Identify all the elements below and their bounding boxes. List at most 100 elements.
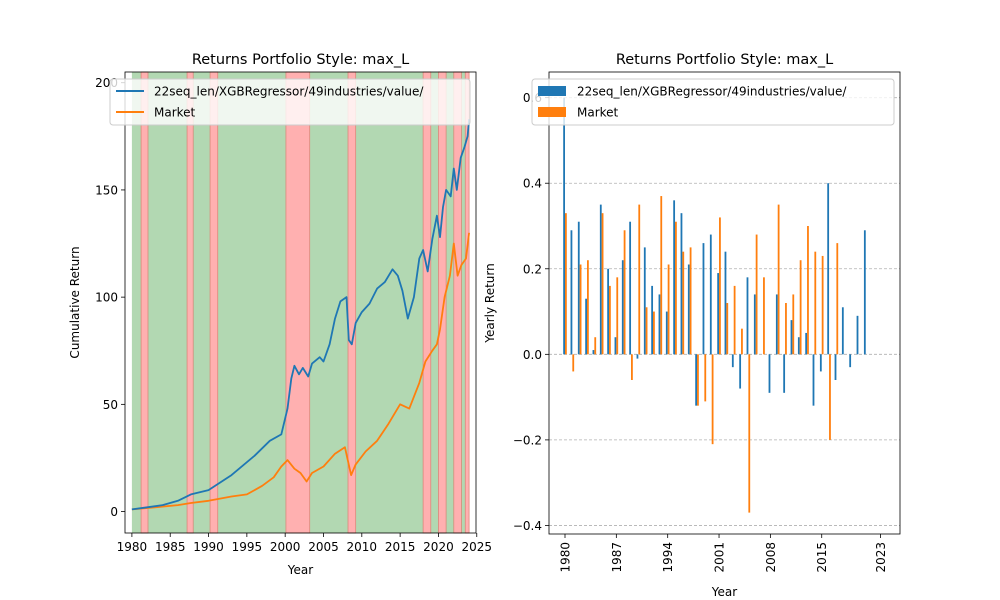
strategy-bar bbox=[592, 350, 595, 355]
strategy-bar bbox=[863, 230, 866, 355]
market-bar bbox=[741, 328, 743, 355]
market-bar bbox=[601, 213, 604, 355]
y-tick-label: −0.4 bbox=[513, 519, 542, 533]
market-bar bbox=[675, 221, 677, 355]
cumulative-return-chart: 1980 1985 1990 1995 2000 2005 2010 2015 2020 2025… bbox=[68, 52, 492, 577]
market-bar bbox=[711, 354, 714, 445]
legend-frame bbox=[109, 78, 471, 126]
legend-frame bbox=[531, 78, 895, 126]
x-tick-label: 1985 bbox=[155, 540, 186, 554]
market-bar bbox=[697, 354, 699, 406]
market-bar bbox=[565, 213, 567, 355]
market-bar bbox=[814, 251, 817, 355]
market-bar bbox=[755, 234, 758, 355]
market-bar bbox=[726, 303, 729, 355]
x-tick-label: 1990 bbox=[193, 540, 224, 554]
market-bar bbox=[609, 285, 611, 355]
strategy-bar bbox=[731, 354, 734, 368]
plot-frame bbox=[124, 71, 477, 534]
strategy-bar bbox=[812, 354, 815, 406]
market-bar bbox=[660, 196, 663, 355]
strategy-bar bbox=[834, 354, 837, 380]
x-tick-label: 2010 bbox=[347, 540, 378, 554]
strategy-bar bbox=[783, 354, 786, 393]
x-tick-label: 1980 bbox=[117, 540, 148, 554]
legend: 22seq_len/XGBRegressor/49industries/valu… bbox=[109, 78, 471, 126]
market-bar bbox=[689, 247, 692, 355]
market-bar bbox=[682, 251, 685, 355]
market-bar bbox=[572, 354, 575, 372]
strategy-bar bbox=[709, 234, 712, 355]
chart-title: Returns Portfolio Style: max_L bbox=[192, 52, 409, 68]
market-bar bbox=[733, 285, 736, 355]
strategy-bar bbox=[775, 294, 778, 355]
x-axis-label: Year bbox=[711, 585, 737, 599]
x-axis-ticks: 1980 1985 1990 1995 2000 2005 2010 2015 2020 2025 bbox=[117, 533, 492, 554]
market-bar bbox=[807, 226, 809, 355]
market-bar bbox=[799, 260, 802, 355]
x-tick-label: 1994 bbox=[661, 542, 675, 573]
strategy-bar bbox=[585, 298, 588, 355]
y-tick-label: 0.4 bbox=[523, 177, 542, 191]
market-bar bbox=[645, 307, 648, 355]
x-axis-label: Year bbox=[287, 563, 313, 577]
market-bar bbox=[623, 230, 626, 355]
legend-label-market: Market bbox=[577, 106, 619, 120]
market-bar bbox=[777, 204, 780, 355]
market-bar bbox=[594, 337, 597, 355]
market-bar bbox=[704, 354, 707, 402]
bear-regime-band-1 bbox=[186, 71, 194, 534]
y-tick-label: −0.2 bbox=[513, 433, 542, 447]
x-tick-label: 2023 bbox=[874, 542, 888, 573]
bar-series-group bbox=[563, 97, 883, 513]
market-bar bbox=[638, 204, 641, 355]
strategy-bar bbox=[577, 221, 580, 355]
strategy-bar bbox=[643, 247, 646, 355]
plot-frame bbox=[548, 71, 901, 535]
strategy-bar bbox=[724, 251, 727, 355]
strategy-bar bbox=[673, 200, 676, 355]
strategy-bar bbox=[599, 204, 602, 355]
legend-label-strategy: 22seq_len/XGBRegressor/49industries/valu… bbox=[577, 85, 847, 99]
strategy-bar bbox=[790, 320, 793, 355]
x-tick-label: 1987 bbox=[610, 542, 624, 573]
x-tick-label: 2015 bbox=[815, 542, 829, 573]
legend: 22seq_len/XGBRegressor/49industries/valu… bbox=[531, 78, 895, 126]
strategy-bar bbox=[665, 311, 668, 355]
legend-label-market: Market bbox=[154, 106, 196, 120]
market-bar bbox=[836, 243, 839, 355]
market-bar bbox=[763, 277, 765, 355]
strategy-bar bbox=[651, 285, 654, 355]
strategy-bar bbox=[680, 213, 683, 355]
market-bar bbox=[829, 354, 831, 440]
x-tick-label: 2020 bbox=[423, 540, 454, 554]
bear-regime-band-7 bbox=[453, 71, 462, 534]
strategy-bar bbox=[607, 268, 610, 355]
x-tick-label: 2015 bbox=[385, 540, 416, 554]
strategy-bar bbox=[614, 337, 617, 355]
bear-regime-band-6 bbox=[438, 71, 447, 534]
legend-swatch-market bbox=[538, 107, 566, 117]
legend-label-strategy: 22seq_len/XGBRegressor/49industries/valu… bbox=[154, 85, 424, 99]
legend-swatch-strategy bbox=[538, 86, 566, 96]
bear-regime-band-2 bbox=[209, 71, 219, 534]
market-bar bbox=[579, 264, 582, 355]
chart-title: Returns Portfolio Style: max_L bbox=[616, 52, 833, 68]
strategy-bar bbox=[841, 307, 844, 355]
market-bar bbox=[785, 303, 787, 355]
strategy-bar bbox=[819, 354, 822, 372]
strategy-bar bbox=[658, 294, 661, 355]
strategy-line bbox=[131, 119, 470, 511]
strategy-bar bbox=[746, 277, 749, 355]
strategy-bar bbox=[695, 354, 698, 406]
market-bar bbox=[748, 354, 751, 513]
strategy-bar bbox=[629, 221, 632, 355]
strategy-bar bbox=[717, 273, 720, 355]
strategy-bar bbox=[849, 354, 852, 368]
yearly-return-chart: 1980 1987 1994 2001 2008 2015 2023 −0.4 −0.2 0.0… bbox=[483, 52, 901, 599]
x-tick-label: 2001 bbox=[713, 542, 727, 573]
strategy-bar bbox=[636, 354, 639, 359]
market-bar bbox=[631, 354, 633, 380]
market-bar bbox=[587, 260, 589, 355]
